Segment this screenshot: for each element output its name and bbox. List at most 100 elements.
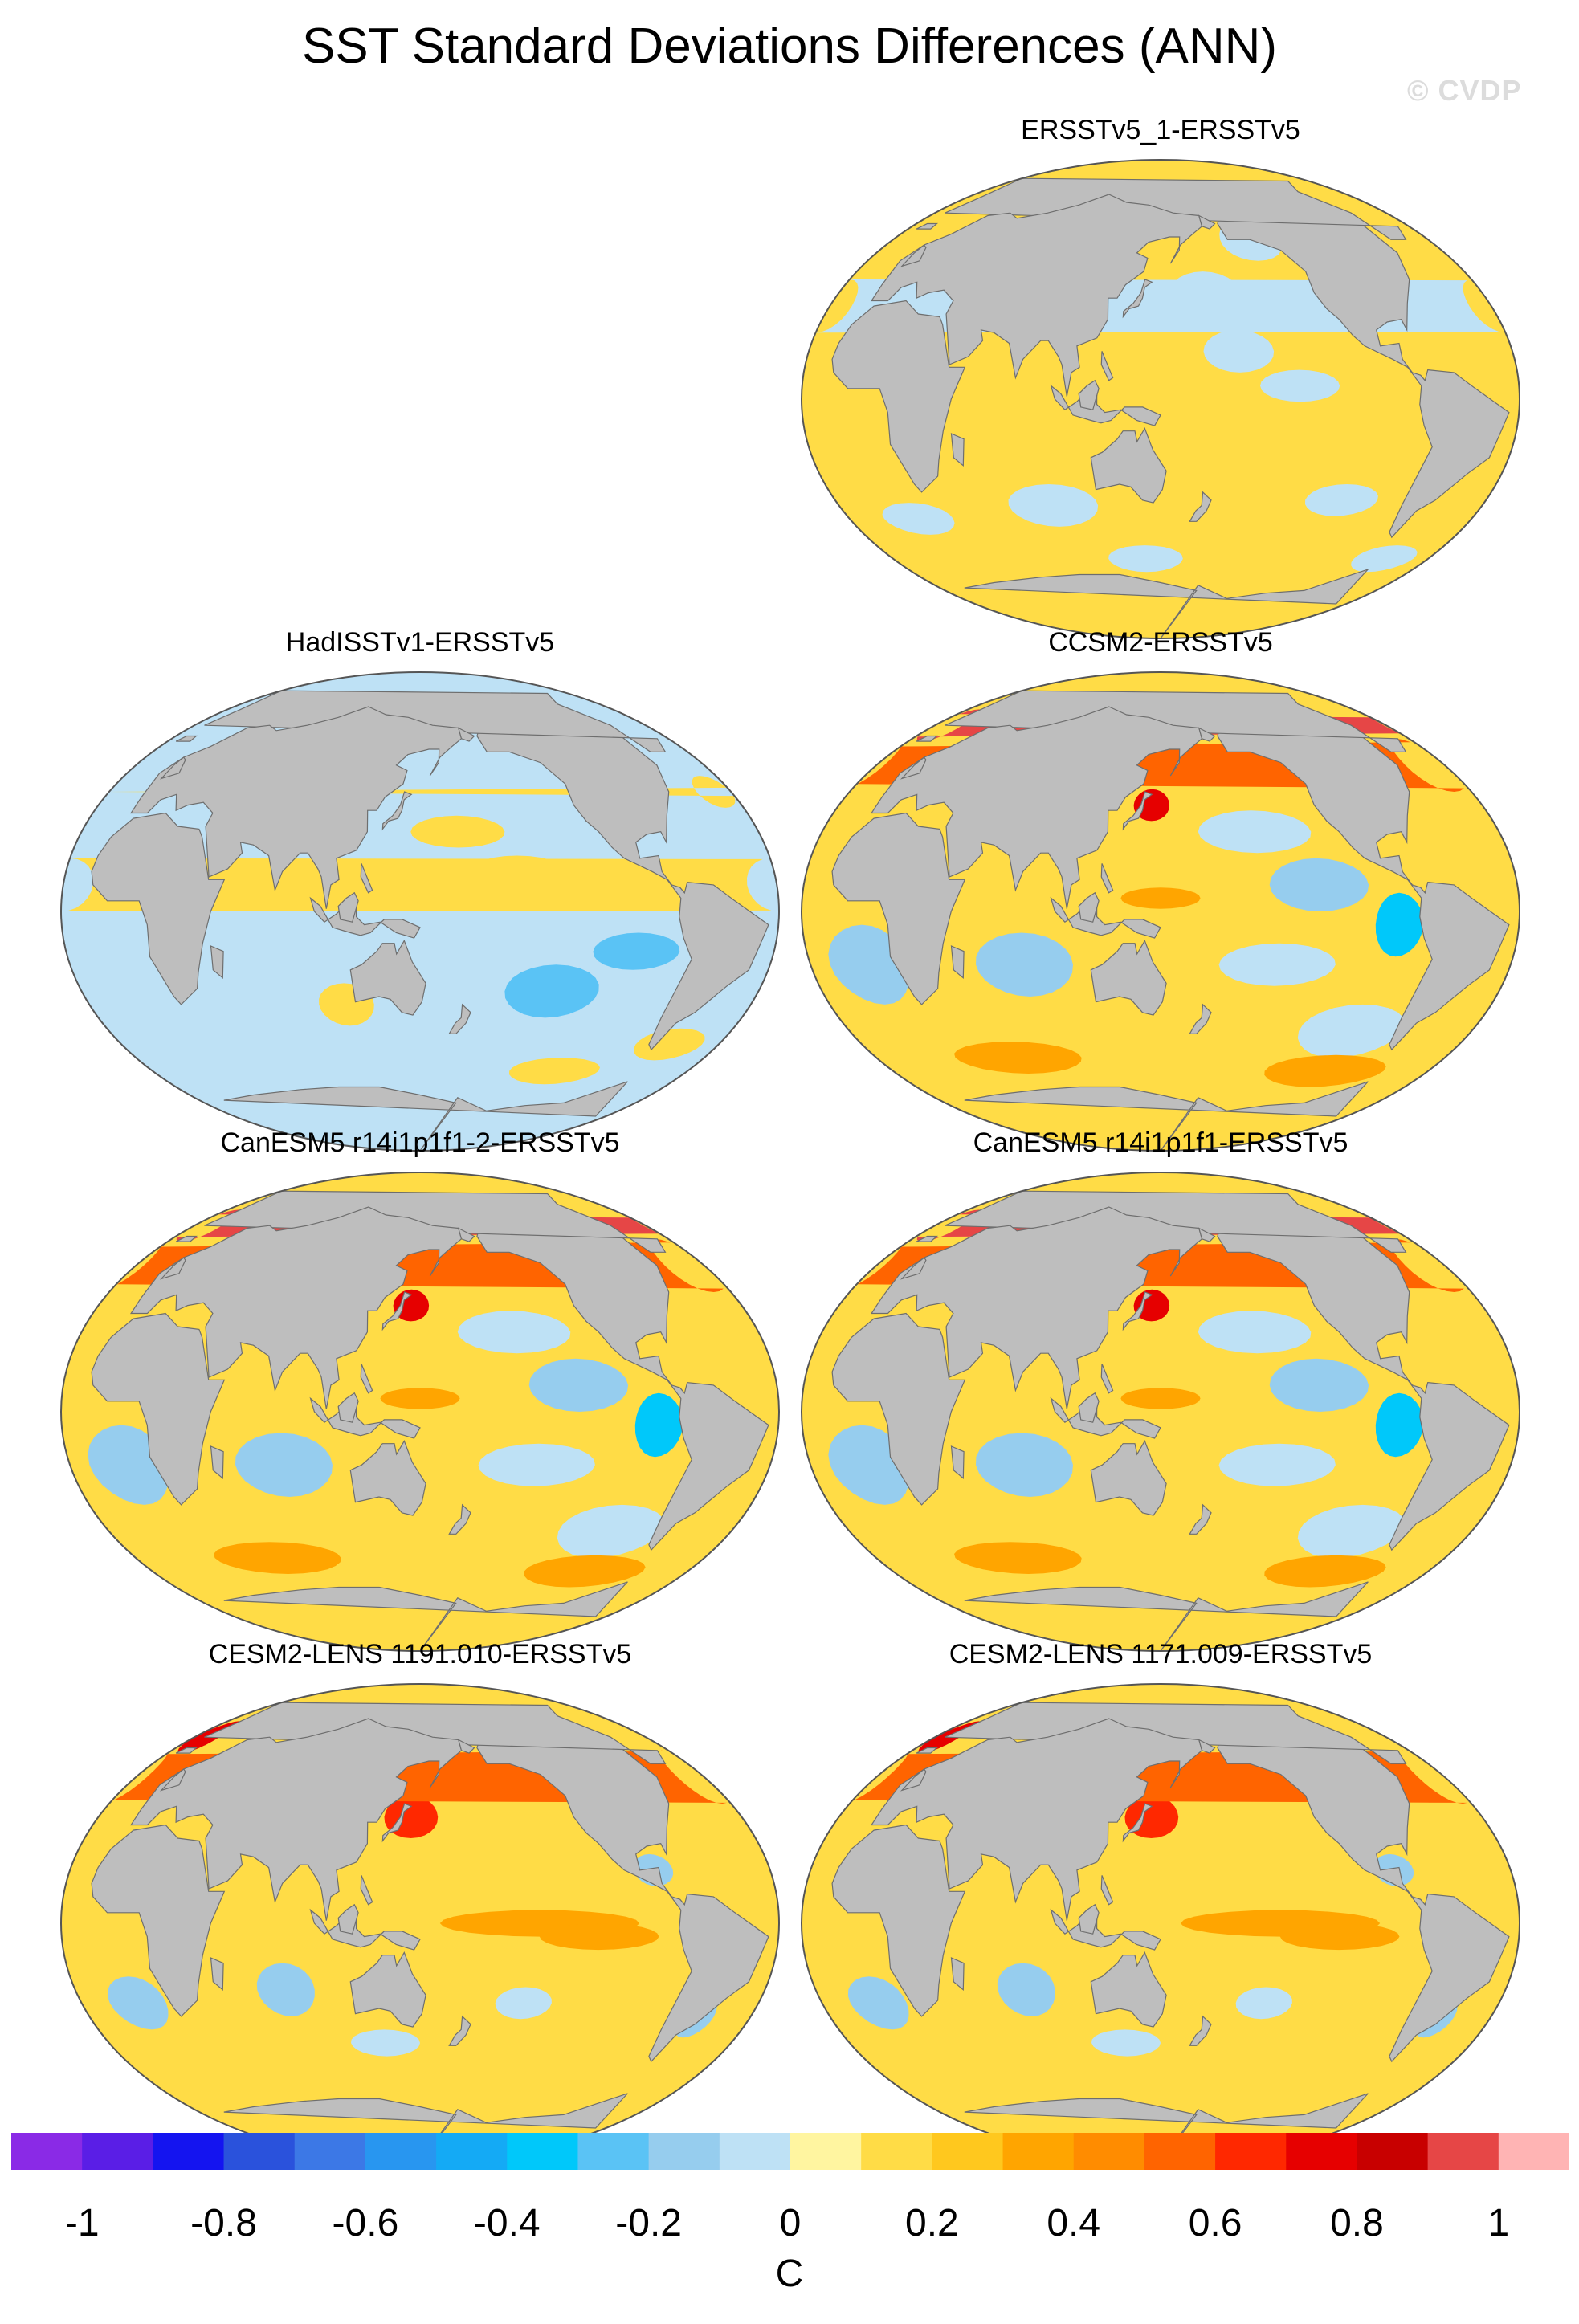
colorbar-box	[1357, 2133, 1429, 2170]
land-antarctica	[964, 1081, 1369, 1151]
anomaly-region	[954, 1042, 1082, 1074]
land-americas	[476, 1214, 769, 1551]
colorbar-box	[507, 2133, 578, 2170]
land-australia	[1090, 940, 1167, 1016]
land-iceland	[916, 1747, 939, 1754]
map-hadisst	[60, 671, 780, 1152]
colorbar-box	[790, 2133, 862, 2170]
anomaly-region	[108, 776, 736, 808]
anomaly-region	[450, 1417, 530, 1433]
anomaly-region	[847, 1976, 909, 2030]
land-borneo	[1078, 379, 1100, 410]
anomaly-region	[954, 1542, 1082, 1574]
panel-title: HadISSTv1-ERSSTv5	[285, 627, 555, 658]
land-greenland	[945, 1190, 1407, 1253]
colorbar-box	[1427, 2133, 1499, 2170]
anomaly-region	[410, 815, 505, 848]
land-americas	[1217, 714, 1510, 1051]
land-japan	[381, 1291, 413, 1331]
land-africa	[831, 300, 966, 493]
map-outline	[801, 1172, 1520, 1652]
land-uk	[900, 1257, 927, 1280]
land-greenland	[945, 690, 1407, 752]
map-outline	[60, 671, 780, 1152]
colorbar-box	[861, 2133, 932, 2170]
land-borneo	[337, 1392, 359, 1423]
land-indonesia	[1050, 1908, 1161, 1951]
colorbar-tick-label: -0.4	[473, 2202, 541, 2244]
land-antarctica	[964, 1581, 1369, 1651]
land-west_of_dateline	[1198, 214, 1216, 230]
land-eurasia_east	[129, 706, 463, 909]
land-americas	[1217, 1726, 1510, 2063]
anomaly-region	[634, 1028, 705, 1061]
anomaly-region	[528, 1358, 629, 1412]
colorbar-box	[294, 2133, 366, 2170]
anomaly-region	[976, 1433, 1073, 1497]
land-antarctica	[223, 1081, 628, 1151]
land-australia	[349, 940, 426, 1016]
anomaly-region	[1133, 789, 1170, 822]
land-borneo	[337, 891, 359, 923]
panel-cesm2-a: CESM2-LENS 1191.010-ERSSTv5	[55, 1638, 785, 2184]
land-eurasia_east	[870, 706, 1203, 909]
colorbar-tick-label: -0.8	[190, 2202, 257, 2244]
anomaly-region	[495, 1987, 552, 2020]
anomaly-region	[539, 1923, 659, 1951]
land-australia	[349, 1440, 426, 1516]
land-japan	[1122, 791, 1153, 831]
land-greenland	[945, 1702, 1407, 1764]
land-indonesia	[309, 1396, 421, 1439]
land-americas	[476, 714, 769, 1051]
colorbar-tick-label: 0.2	[904, 2202, 959, 2244]
land-antarctica	[223, 1581, 628, 1651]
land-philippines	[1100, 863, 1114, 894]
anomaly-region	[1264, 1555, 1386, 1588]
anomaly-region	[634, 1392, 683, 1458]
map-ccsm2	[801, 671, 1520, 1152]
anomaly-region	[380, 1388, 460, 1409]
land-iceland	[916, 735, 939, 742]
land-japan	[381, 791, 413, 831]
land-africa	[831, 1824, 966, 2017]
anomaly-region	[256, 1963, 315, 2016]
land-newzealand	[448, 1503, 471, 1535]
land-japan	[1122, 1803, 1153, 1843]
cvdp-watermark: © CVDP	[1407, 74, 1522, 107]
land-greenland	[945, 177, 1407, 240]
colorbar-box	[1498, 2133, 1569, 2170]
colorbar-box	[932, 2133, 1004, 2170]
anomaly-region	[1279, 1923, 1400, 1951]
land-australia	[1090, 1440, 1167, 1516]
map-cesm2-a	[60, 1683, 780, 2163]
land-newzealand	[1189, 491, 1212, 522]
land-uk	[900, 1768, 927, 1792]
panel-ccsm2: CCSM2-ERSSTv5	[795, 626, 1526, 1172]
anomaly-region	[1305, 484, 1378, 516]
land-madagascar	[210, 945, 224, 980]
map-ersst	[801, 159, 1520, 639]
colorbar-box	[1144, 2133, 1216, 2170]
anomaly-region	[1190, 916, 1271, 933]
land-uk	[159, 756, 186, 780]
colorbar-unit: C	[775, 2253, 804, 2295]
anomaly-region	[1297, 1504, 1406, 1559]
colorbar-box	[719, 2133, 791, 2170]
land-west_of_dateline	[1198, 1227, 1216, 1242]
anomaly-region	[1133, 1289, 1170, 1322]
land-west_of_dateline	[457, 1739, 475, 1754]
land-madagascar	[210, 1957, 224, 1992]
colorbar-tick-label: -1	[64, 2202, 100, 2244]
anomaly-region	[1205, 1790, 1295, 1844]
anomaly-region	[1198, 810, 1312, 854]
land-newzealand	[448, 2015, 471, 2046]
anomaly-region	[593, 932, 680, 970]
land-japan	[381, 1803, 413, 1843]
anomaly-region	[1351, 545, 1418, 573]
panel-canesm5-a: CanESM5 r14i1p1f1-2-ERSSTv5	[55, 1127, 785, 1673]
land-iceland	[916, 222, 939, 230]
map-outline	[801, 671, 1520, 1152]
land-greenland	[204, 1702, 667, 1764]
land-madagascar	[950, 945, 965, 980]
anomaly-region	[1218, 1443, 1336, 1486]
